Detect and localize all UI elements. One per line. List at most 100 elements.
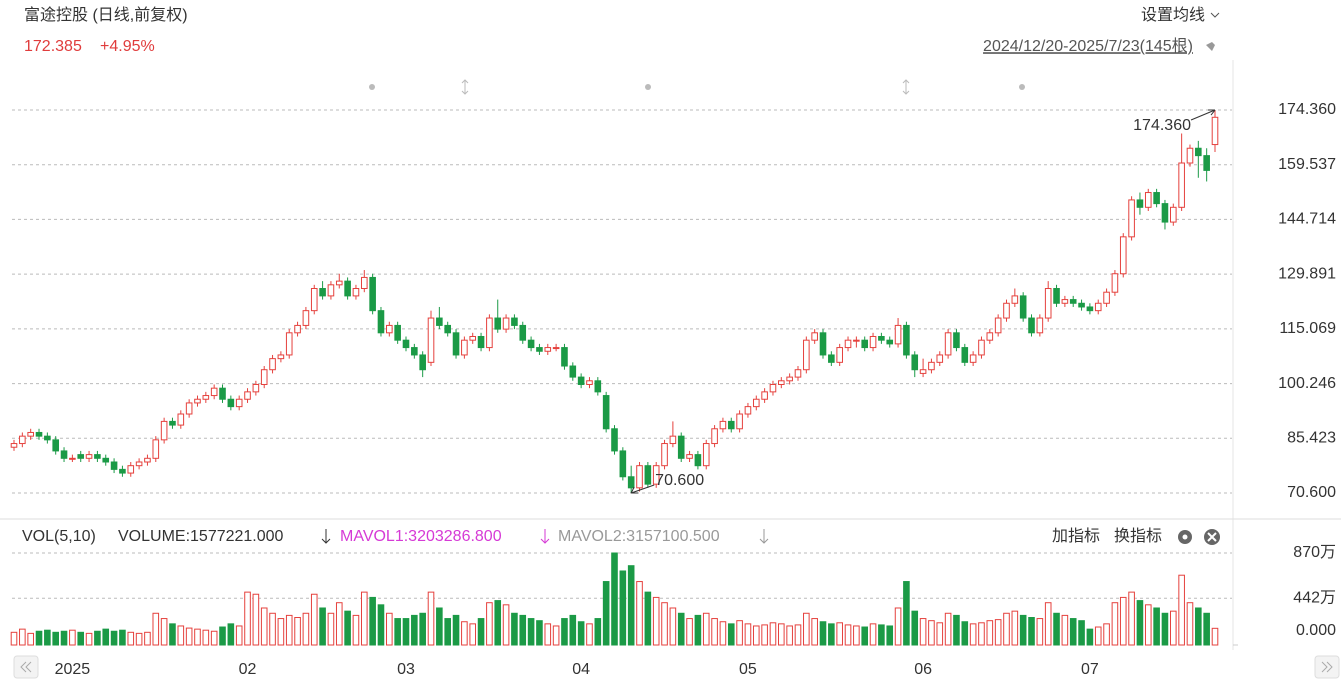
candle-body xyxy=(1136,199,1144,208)
candle-body xyxy=(494,317,502,330)
volume-bar xyxy=(202,629,210,646)
candle-body xyxy=(969,354,977,363)
volume-bar xyxy=(19,628,26,646)
candle-body xyxy=(169,420,176,426)
y-tick-label: 870万 xyxy=(1293,544,1336,561)
volume-bar xyxy=(719,621,727,646)
down-arrow-icon xyxy=(321,529,331,544)
volume-bar xyxy=(903,581,910,646)
candle-body xyxy=(444,324,451,334)
candle-body xyxy=(436,317,443,326)
candle-body xyxy=(427,317,435,363)
event-marker[interactable] xyxy=(645,84,651,90)
volume-bar xyxy=(702,612,710,646)
volume-bar xyxy=(1028,617,1035,646)
candle-body xyxy=(744,406,752,415)
event-marker[interactable] xyxy=(461,79,469,95)
volume-bar xyxy=(811,618,818,646)
candle-body xyxy=(677,435,685,459)
volume-bar xyxy=(152,612,160,646)
volume-bar xyxy=(1211,627,1219,646)
volume-bar xyxy=(694,614,702,646)
candle-body xyxy=(1086,306,1094,312)
candle-body xyxy=(978,339,985,356)
volume-bar xyxy=(677,612,685,646)
volume-bar xyxy=(369,596,376,646)
candle-body xyxy=(727,420,735,430)
y-tick-label: 174.360 xyxy=(1278,101,1336,118)
y-tick-label: 85.423 xyxy=(1287,430,1336,447)
volume-bar xyxy=(861,626,869,646)
date-range[interactable]: 2024/12/20-2025/7/23(145根) xyxy=(983,37,1193,55)
pin-icon[interactable] xyxy=(1203,42,1215,54)
candle-body xyxy=(719,420,727,430)
dropdown-icon[interactable] xyxy=(1210,12,1220,18)
vol-label: VOL(5,10) xyxy=(22,528,96,545)
volume-bar xyxy=(477,618,485,646)
event-marker[interactable] xyxy=(1019,84,1025,90)
volume-bar xyxy=(1186,602,1194,646)
candle-body xyxy=(561,347,568,367)
event-marker[interactable] xyxy=(369,84,375,90)
candle-body xyxy=(185,402,193,415)
candle-body xyxy=(411,347,418,356)
volume-bar xyxy=(102,628,110,646)
volume-bar xyxy=(552,625,560,646)
candle-body xyxy=(1069,299,1077,304)
volume-bar xyxy=(10,631,18,646)
volume-bar xyxy=(461,621,468,646)
candle-body xyxy=(344,280,351,297)
volume-bar xyxy=(227,623,235,646)
volume-bar xyxy=(519,614,527,646)
candle-body xyxy=(527,339,535,349)
candle-body xyxy=(1144,192,1152,208)
x-tick-label: 02 xyxy=(239,661,257,678)
volume-bar xyxy=(594,618,602,646)
candle-body xyxy=(1178,162,1185,208)
candle-body xyxy=(102,457,110,463)
x-tick-label: 07 xyxy=(1081,661,1099,678)
y-tick-label: 100.246 xyxy=(1278,375,1336,392)
event-marker[interactable] xyxy=(902,79,910,95)
candle-body xyxy=(335,280,343,286)
candle-body xyxy=(819,332,827,356)
candle-body xyxy=(202,395,210,400)
add-indicator[interactable]: 加指标 xyxy=(1052,527,1100,545)
volume-bar xyxy=(327,612,335,646)
volume-bar xyxy=(1144,604,1152,646)
volume-bar xyxy=(636,581,643,646)
volume-bar xyxy=(527,618,535,646)
candle-body xyxy=(277,354,285,360)
candle-body xyxy=(511,317,518,326)
candle-body xyxy=(627,476,635,489)
volume-bar xyxy=(444,618,451,646)
candle-body xyxy=(577,376,585,385)
candle-body xyxy=(1053,288,1060,304)
volume-bar xyxy=(277,618,285,646)
settings-icon-hole xyxy=(1182,534,1188,540)
volume-bar xyxy=(360,591,368,646)
volume-bar xyxy=(1069,618,1077,646)
x-tick-label: 06 xyxy=(914,661,932,678)
candle-body xyxy=(1128,199,1135,238)
switch-indicator[interactable]: 换指标 xyxy=(1114,527,1162,545)
candle-body xyxy=(369,276,376,312)
candle-body xyxy=(394,324,401,341)
volume-bar xyxy=(135,632,143,646)
volume-bar xyxy=(411,614,418,646)
volume-bar xyxy=(1169,610,1177,646)
volume-bar xyxy=(1203,612,1210,646)
candle-body xyxy=(194,398,201,404)
volume-bar xyxy=(219,626,226,646)
volume-bar xyxy=(1003,612,1010,646)
volume-bar xyxy=(853,625,860,646)
volume-bar xyxy=(711,618,718,646)
candle-body xyxy=(1119,236,1127,275)
volume-bar xyxy=(1111,602,1119,646)
event-markers xyxy=(369,79,1025,95)
volume-bar xyxy=(469,623,477,646)
candle-body xyxy=(911,354,919,371)
ma-setting[interactable]: 设置均线 xyxy=(1141,6,1205,24)
candle-body xyxy=(778,380,785,385)
